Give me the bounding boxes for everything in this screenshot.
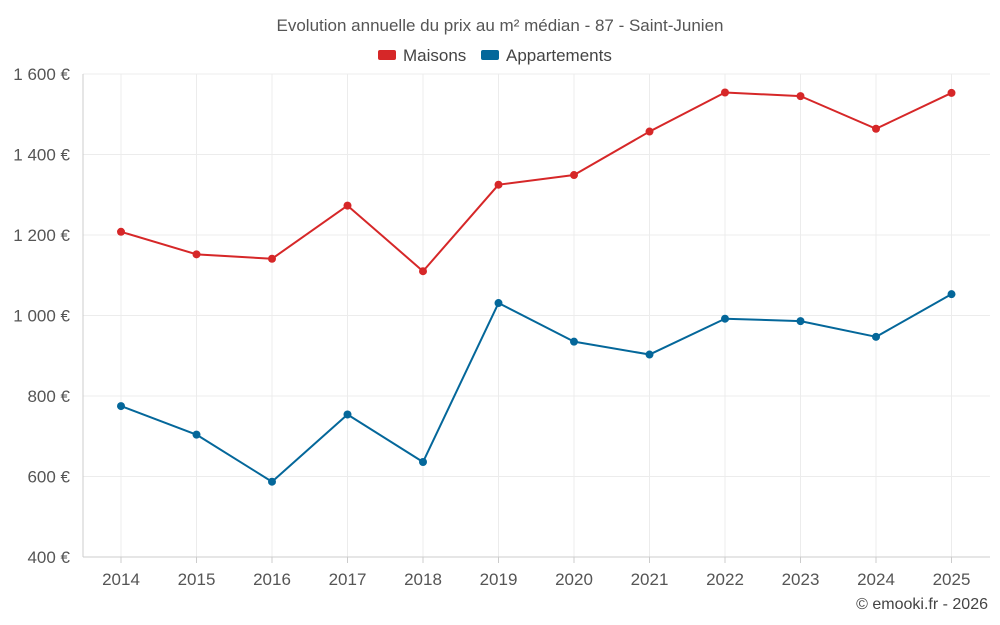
data-point-appartements[interactable] (268, 477, 276, 486)
legend-item-maisons[interactable]: Maisons (378, 46, 466, 65)
series-line-appartements (120, 293, 952, 483)
data-point-appartements[interactable] (570, 337, 578, 346)
x-tick-label: 2015 (178, 570, 216, 589)
x-tick-label: 2023 (782, 570, 820, 589)
x-tick-label: 2024 (857, 570, 895, 589)
x-tick-label: 2014 (102, 570, 140, 589)
y-tick-label: 1 000 € (13, 307, 70, 326)
data-point-maisons[interactable] (645, 127, 654, 136)
x-tick-label: 2021 (631, 570, 669, 589)
data-point-maisons[interactable] (192, 250, 201, 259)
data-point-maisons[interactable] (494, 180, 503, 189)
x-tick-label: 2017 (329, 570, 367, 589)
legend-swatch (378, 50, 396, 60)
chart-title: Evolution annuelle du prix au m² médian … (277, 16, 724, 35)
y-tick-label: 400 € (27, 548, 70, 567)
data-point-appartements[interactable] (419, 458, 427, 467)
data-point-appartements[interactable] (796, 317, 805, 326)
data-point-maisons[interactable] (947, 88, 956, 97)
data-point-maisons[interactable] (570, 171, 578, 180)
data-point-appartements[interactable] (721, 314, 729, 323)
grid (83, 73, 990, 557)
series-layer (117, 88, 956, 486)
x-tick-label: 2025 (933, 570, 971, 589)
legend-item-appartements[interactable]: Appartements (481, 46, 612, 65)
credit-text: © emooki.fr - 2026 (856, 596, 988, 613)
data-point-appartements[interactable] (343, 410, 352, 419)
y-tick-label: 1 400 € (13, 146, 70, 165)
x-tick-label: 2016 (253, 570, 291, 589)
legend-label: Appartements (506, 46, 612, 65)
x-axis: 2014 2015 2016 2017 2018 2019 2020 2021 2022 2023… (83, 556, 990, 589)
x-tick-label: 2022 (706, 570, 744, 589)
x-tick-label: 2020 (555, 570, 593, 589)
y-tick-label: 1 200 € (13, 226, 70, 245)
data-point-appartements[interactable] (117, 402, 125, 411)
data-point-maisons[interactable] (268, 254, 276, 263)
data-point-maisons[interactable] (343, 201, 352, 210)
data-point-maisons[interactable] (721, 88, 729, 97)
data-point-maisons[interactable] (419, 267, 427, 276)
data-point-appartements[interactable] (192, 430, 201, 439)
y-axis: 400 € 600 € 800 € 1 000 € 1 200 € 1 400 € 1 60… (13, 65, 84, 567)
data-point-appartements[interactable] (494, 299, 503, 308)
data-point-maisons[interactable] (796, 92, 805, 101)
data-point-maisons[interactable] (872, 124, 880, 133)
data-point-appartements[interactable] (872, 332, 880, 341)
legend-label: Maisons (403, 46, 466, 65)
legend[interactable]: Maisons Appartements (378, 46, 612, 65)
data-point-appartements[interactable] (947, 290, 956, 299)
legend-swatch (481, 50, 499, 60)
x-tick-label: 2018 (404, 570, 442, 589)
data-point-appartements[interactable] (645, 350, 654, 359)
data-point-maisons[interactable] (117, 227, 125, 236)
y-tick-label: 600 € (27, 468, 70, 487)
x-tick-label: 2019 (480, 570, 518, 589)
series-line-maisons (120, 91, 952, 273)
y-tick-label: 800 € (27, 387, 70, 406)
y-tick-label: 1 600 € (13, 65, 70, 84)
